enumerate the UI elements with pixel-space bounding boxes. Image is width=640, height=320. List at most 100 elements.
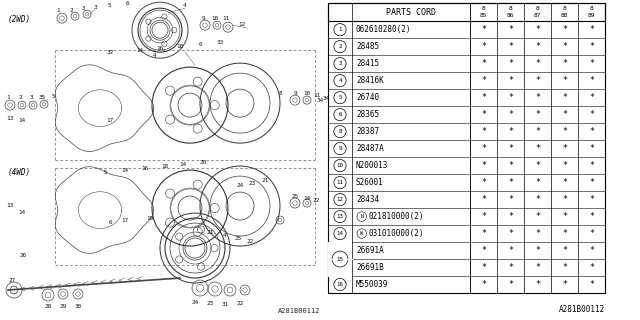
- Text: *: *: [481, 280, 486, 289]
- Bar: [328, 242, 352, 276]
- Text: *: *: [589, 178, 594, 187]
- Text: 13: 13: [6, 116, 13, 121]
- Text: 28415: 28415: [356, 59, 379, 68]
- Text: *: *: [535, 25, 540, 34]
- Text: *: *: [508, 161, 513, 170]
- Text: 34: 34: [323, 96, 330, 100]
- Text: 26740: 26740: [356, 93, 379, 102]
- Text: 4: 4: [339, 78, 342, 83]
- Text: 28434: 28434: [356, 195, 379, 204]
- Text: *: *: [481, 212, 486, 221]
- Text: 8: 8: [482, 6, 485, 11]
- Text: *: *: [481, 127, 486, 136]
- Text: *: *: [562, 93, 567, 102]
- Text: *: *: [535, 127, 540, 136]
- Text: 16: 16: [156, 46, 164, 51]
- Text: *: *: [535, 229, 540, 238]
- Text: *: *: [535, 93, 540, 102]
- Text: *: *: [535, 195, 540, 204]
- Text: *: *: [589, 263, 594, 272]
- Text: 3: 3: [339, 61, 342, 66]
- Text: 17: 17: [106, 118, 114, 123]
- Text: 25: 25: [234, 236, 242, 241]
- Text: *: *: [562, 178, 567, 187]
- Text: 29: 29: [60, 303, 67, 308]
- Text: 1: 1: [56, 8, 60, 13]
- Text: 85: 85: [480, 13, 487, 18]
- Text: 28387: 28387: [356, 127, 379, 136]
- Text: 16: 16: [141, 165, 148, 171]
- Text: 12: 12: [238, 22, 246, 27]
- Text: 24: 24: [236, 183, 244, 188]
- Text: *: *: [535, 212, 540, 221]
- Text: *: *: [481, 246, 486, 255]
- Text: 5: 5: [107, 3, 111, 8]
- Text: *: *: [508, 59, 513, 68]
- Text: PARTS CORD: PARTS CORD: [386, 8, 436, 17]
- Text: *: *: [589, 212, 594, 221]
- Text: N200013: N200013: [356, 161, 388, 170]
- Text: *: *: [481, 110, 486, 119]
- Text: 33: 33: [216, 40, 223, 45]
- Text: *: *: [535, 263, 540, 272]
- Text: *: *: [481, 229, 486, 238]
- Text: *: *: [562, 195, 567, 204]
- Text: 14: 14: [179, 162, 187, 167]
- Text: *: *: [562, 161, 567, 170]
- Text: 3: 3: [81, 6, 85, 11]
- Text: 22: 22: [312, 197, 319, 203]
- Text: *: *: [535, 246, 540, 255]
- Text: 27: 27: [8, 277, 15, 283]
- Text: *: *: [589, 246, 594, 255]
- Text: *: *: [481, 25, 486, 34]
- Text: 062610280(2): 062610280(2): [356, 25, 412, 34]
- Text: 23: 23: [206, 300, 214, 306]
- Text: 11: 11: [222, 16, 230, 21]
- Bar: [328, 3, 605, 21]
- Text: 4: 4: [183, 3, 187, 8]
- Text: 87: 87: [534, 13, 541, 18]
- Text: *: *: [508, 246, 513, 255]
- Text: 9: 9: [201, 16, 205, 21]
- Text: 14: 14: [19, 118, 26, 123]
- Text: *: *: [535, 144, 540, 153]
- Text: 5: 5: [103, 170, 107, 175]
- Text: *: *: [589, 280, 594, 289]
- Text: 5: 5: [339, 95, 342, 100]
- Text: *: *: [562, 25, 567, 34]
- Text: 15: 15: [337, 248, 344, 253]
- Text: *: *: [508, 178, 513, 187]
- Text: 23: 23: [248, 180, 255, 186]
- Text: 28365: 28365: [356, 110, 379, 119]
- Text: *: *: [535, 76, 540, 85]
- Text: 20: 20: [200, 160, 207, 164]
- Text: 8: 8: [339, 129, 342, 134]
- Text: 8: 8: [563, 6, 566, 11]
- Text: *: *: [508, 263, 513, 272]
- Text: 9: 9: [293, 91, 297, 96]
- Text: M550039: M550039: [356, 280, 388, 289]
- Text: *: *: [481, 93, 486, 102]
- Text: 6: 6: [125, 1, 129, 6]
- Text: *: *: [562, 212, 567, 221]
- Text: 14: 14: [136, 48, 143, 53]
- Text: 26: 26: [19, 252, 27, 258]
- Text: *: *: [535, 59, 540, 68]
- Text: 28416K: 28416K: [356, 76, 384, 85]
- Text: 10: 10: [337, 163, 344, 168]
- Text: *: *: [562, 76, 567, 85]
- Text: 30: 30: [74, 303, 82, 308]
- Text: 2: 2: [69, 8, 73, 13]
- Text: *: *: [508, 110, 513, 119]
- Text: 3: 3: [93, 5, 97, 10]
- Text: 32: 32: [106, 50, 114, 55]
- Text: *: *: [562, 280, 567, 289]
- Text: *: *: [481, 59, 486, 68]
- Text: *: *: [589, 144, 594, 153]
- Text: 8: 8: [278, 91, 282, 96]
- Text: 22: 22: [236, 300, 244, 306]
- Text: 2: 2: [18, 95, 22, 100]
- Text: 35: 35: [38, 95, 45, 100]
- Text: 6: 6: [108, 220, 112, 225]
- Text: 8: 8: [536, 6, 540, 11]
